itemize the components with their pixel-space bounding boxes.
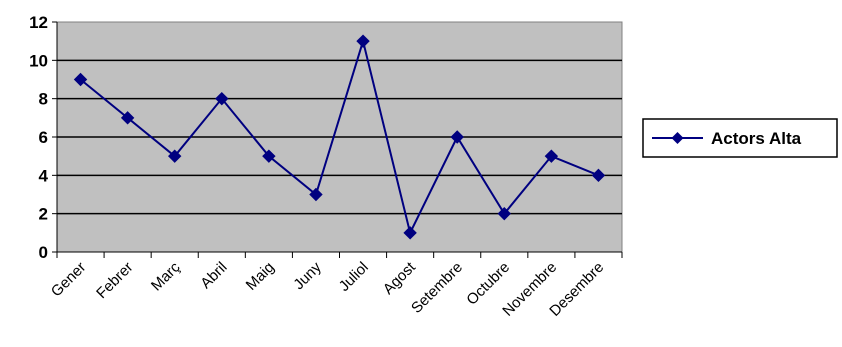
data-point-desembre: [591, 168, 606, 183]
y-axis: 0 2 4 6 8 10 12: [29, 13, 58, 262]
x-tick-label-setembre: Setembre: [408, 259, 466, 317]
y-tick-label-6: 6: [39, 128, 48, 147]
series-layer: [73, 34, 606, 240]
x-axis: Gener Febrer Març Abril Maig Juny Juliol AgostS…: [48, 251, 623, 320]
data-point-maig: [262, 149, 276, 163]
x-tick-label-febrer: Febrer: [93, 259, 136, 302]
data-point-octubre: [497, 206, 511, 221]
data-point-juliol: [356, 34, 370, 48]
y-tick-label-4: 4: [39, 166, 49, 185]
y-tick-label-10: 10: [29, 51, 48, 70]
x-tick-label-maig: Maig: [243, 259, 278, 294]
data-point-abril: [215, 91, 229, 106]
y-tick-label-12: 12: [29, 13, 48, 32]
y-tick-label-2: 2: [39, 205, 48, 224]
x-tick-label-abril: Abril: [197, 259, 230, 292]
data-point-març: [168, 149, 182, 163]
series-line-actors-alta: [79, 37, 599, 236]
data-point-novembre: [544, 149, 559, 163]
legend-label-actors-alta: Actors Alta: [711, 129, 802, 148]
x-tick-label-juliol: Juliol: [336, 259, 372, 295]
x-tick-label-agost: Agost: [380, 258, 420, 298]
data-point-setembre: [450, 130, 464, 144]
y-tick-label-8: 8: [39, 90, 48, 109]
x-tick-label-gener: Gener: [48, 259, 90, 301]
legend-diamond-icon: [671, 132, 684, 144]
y-tick-label-0: 0: [39, 243, 48, 262]
legend: Actors Alta: [642, 118, 838, 158]
x-tick-label-març: Març: [148, 258, 184, 294]
x-tick-label-juny: Juny: [290, 258, 325, 293]
data-point-agost: [403, 226, 417, 240]
data-point-febrer: [120, 111, 135, 125]
data-point-juny: [309, 187, 323, 202]
data-point-gener: [73, 72, 88, 87]
